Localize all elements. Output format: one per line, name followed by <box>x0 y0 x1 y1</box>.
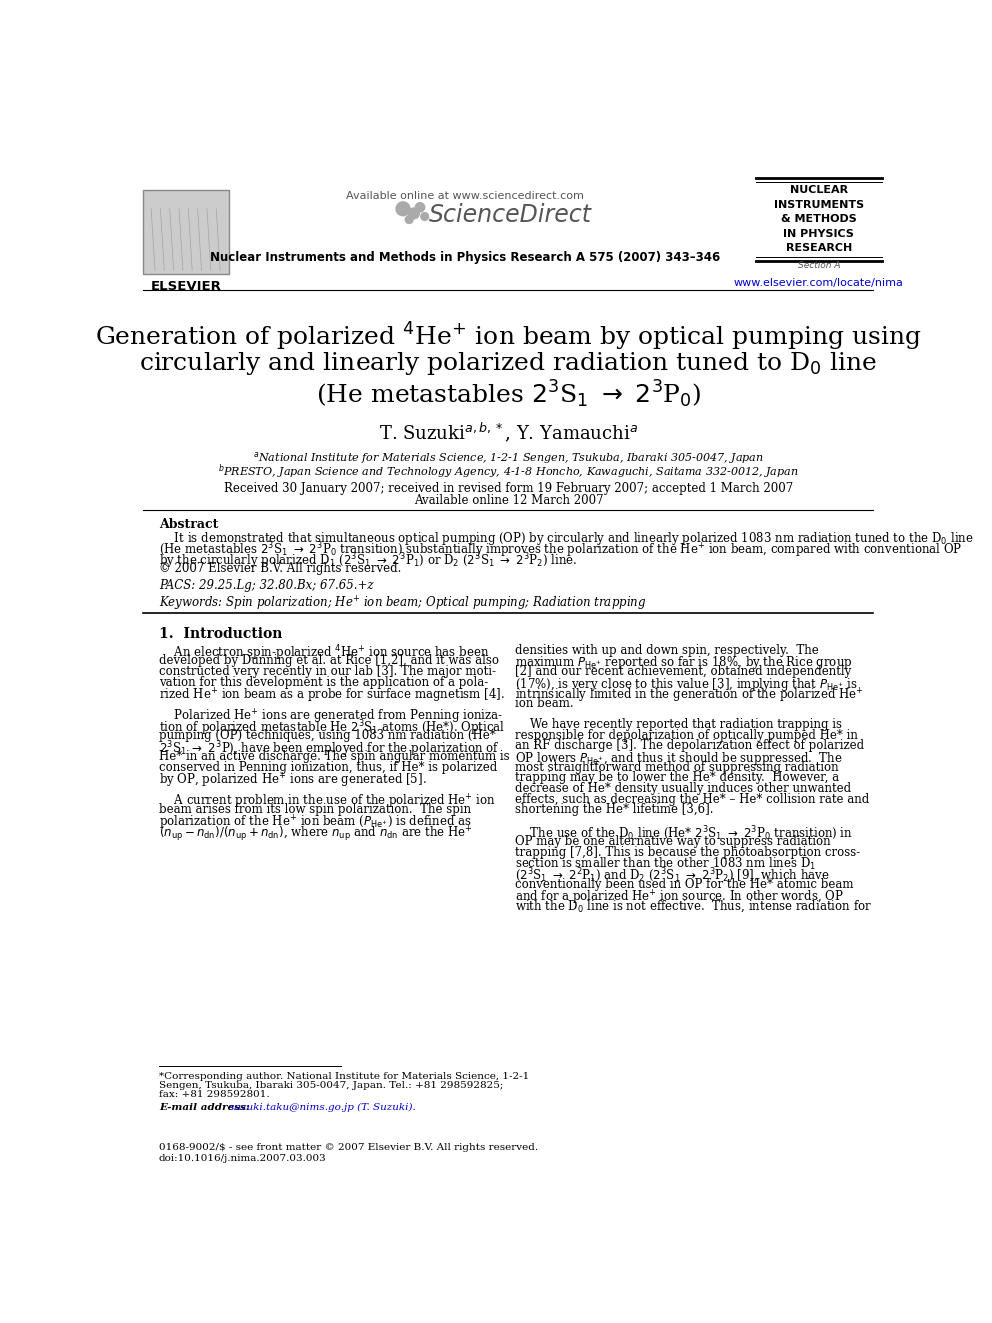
Text: vation for this development is the application of a pola-: vation for this development is the appli… <box>159 676 488 689</box>
Circle shape <box>421 213 429 221</box>
Text: suzuki.taku@nims.go.jp (T. Suzuki).: suzuki.taku@nims.go.jp (T. Suzuki). <box>228 1103 416 1111</box>
Text: Available online at www.sciencedirect.com: Available online at www.sciencedirect.co… <box>346 191 584 201</box>
Text: by the circularly polarized D$_{1}$ ($2^{3}$S$_{1}$ $\rightarrow$ $2^{3}$P$_{1}$: by the circularly polarized D$_{1}$ ($2^… <box>159 552 577 572</box>
Text: Nuclear Instruments and Methods in Physics Research A 575 (2007) 343–346: Nuclear Instruments and Methods in Physi… <box>210 251 720 265</box>
Text: responsible for depolarization of optically pumped He* in: responsible for depolarization of optica… <box>516 729 858 742</box>
Text: He* in an active discharge. The spin angular momentum is: He* in an active discharge. The spin ang… <box>159 750 510 763</box>
Text: $^{b}$PRESTO, Japan Science and Technology Agency, 4-1-8 Honcho, Kawaguchi, Sait: $^{b}$PRESTO, Japan Science and Technolo… <box>218 462 799 480</box>
Text: (17%), is very close to this value [3], implying that $P_{\mathrm{He}^{+}}$ is: (17%), is very close to this value [3], … <box>516 676 858 693</box>
Text: ($2^{3}$S$_{1}$ $\rightarrow$ $2^{2}$P$_{1}$) and D$_{2}$ ($2^{3}$S$_{1}$ $\righ: ($2^{3}$S$_{1}$ $\rightarrow$ $2^{2}$P$_… <box>516 867 830 885</box>
Text: conventionally been used in OP for the He* atomic beam: conventionally been used in OP for the H… <box>516 877 854 890</box>
Text: The use of the D$_{0}$ line (He* $2^{3}$S$_{1}$ $\rightarrow$ $2^{3}$P$_{0}$ tra: The use of the D$_{0}$ line (He* $2^{3}$… <box>516 824 853 843</box>
Text: (He metastables $2^{3}$S$_{1}$ $\rightarrow$ $2^{3}$P$_{0}$ transition) substant: (He metastables $2^{3}$S$_{1}$ $\rightar… <box>159 541 962 560</box>
Text: $(n_{\mathrm{up}} - n_{\mathrm{dn}})/(n_{\mathrm{up}} + n_{\mathrm{dn}})$, where: $(n_{\mathrm{up}} - n_{\mathrm{dn}})/(n_… <box>159 824 472 844</box>
Text: E-mail address:: E-mail address: <box>159 1103 253 1111</box>
Text: © 2007 Elsevier B.V. All rights reserved.: © 2007 Elsevier B.V. All rights reserved… <box>159 562 401 576</box>
Text: INSTRUMENTS: INSTRUMENTS <box>774 200 864 209</box>
Text: decrease of He* density usually induces other unwanted: decrease of He* density usually induces … <box>516 782 851 795</box>
Text: trapping [7,8]. This is because the photoabsorption cross-: trapping [7,8]. This is because the phot… <box>516 845 861 859</box>
Text: densities with up and down spin, respectively.  The: densities with up and down spin, respect… <box>516 644 819 656</box>
Text: Keywords: Spin polarization; He$^{+}$ ion beam; Optical pumping; Radiation trapp: Keywords: Spin polarization; He$^{+}$ io… <box>159 594 646 613</box>
Text: 0168-9002/$ - see front matter © 2007 Elsevier B.V. All rights reserved.: 0168-9002/$ - see front matter © 2007 El… <box>159 1143 538 1152</box>
Text: T. Suzuki$^{a,b,*}$, Y. Yamauchi$^{a}$: T. Suzuki$^{a,b,*}$, Y. Yamauchi$^{a}$ <box>379 421 638 445</box>
Text: We have recently reported that radiation trapping is: We have recently reported that radiation… <box>516 718 842 732</box>
Text: doi:10.1016/j.nima.2007.03.003: doi:10.1016/j.nima.2007.03.003 <box>159 1154 326 1163</box>
Text: fax: +81 298592801.: fax: +81 298592801. <box>159 1090 270 1099</box>
Text: & METHODS: & METHODS <box>781 214 857 224</box>
Text: www.elsevier.com/locate/nima: www.elsevier.com/locate/nima <box>734 278 904 288</box>
Text: Received 30 January 2007; received in revised form 19 February 2007; accepted 1 : Received 30 January 2007; received in re… <box>224 482 793 495</box>
Text: with the D$_{0}$ line is not effective.  Thus, intense radiation for: with the D$_{0}$ line is not effective. … <box>516 898 872 914</box>
Text: rized He$^{+}$ ion beam as a probe for surface magnetism [4].: rized He$^{+}$ ion beam as a probe for s… <box>159 687 505 705</box>
Text: by OP, polarized He$^{+}$ ions are generated [5].: by OP, polarized He$^{+}$ ions are gener… <box>159 771 427 790</box>
Text: Generation of polarized $^{4}$He$^{+}$ ion beam by optical pumping using: Generation of polarized $^{4}$He$^{+}$ i… <box>95 320 922 353</box>
Text: conserved in Penning ionization, thus, if He* is polarized: conserved in Penning ionization, thus, i… <box>159 761 497 774</box>
Text: RESEARCH: RESEARCH <box>786 243 852 254</box>
Text: Abstract: Abstract <box>159 517 218 531</box>
Text: ELSEVIER: ELSEVIER <box>151 280 221 294</box>
Text: ScienceDirect: ScienceDirect <box>429 204 591 228</box>
Text: developed by Dunning et al. at Rice [1,2], and it was also: developed by Dunning et al. at Rice [1,2… <box>159 655 499 668</box>
Text: ion beam.: ion beam. <box>516 697 574 710</box>
Text: Available online 12 March 2007: Available online 12 March 2007 <box>414 495 603 508</box>
Text: An electron spin-polarized $^{4}$He$^{+}$ ion source has been: An electron spin-polarized $^{4}$He$^{+}… <box>159 644 489 663</box>
Text: PACS: 29.25.Lg; 32.80.Bx; 67.65.+z: PACS: 29.25.Lg; 32.80.Bx; 67.65.+z <box>159 579 374 593</box>
Text: [2] and our recent achievement, obtained independently: [2] and our recent achievement, obtained… <box>516 665 851 679</box>
Text: circularly and linearly polarized radiation tuned to D$_{0}$ line: circularly and linearly polarized radiat… <box>139 349 878 377</box>
Text: trapping may be to lower the He* density.  However, a: trapping may be to lower the He* density… <box>516 771 839 785</box>
Text: effects, such as decreasing the He* – He* collision rate and: effects, such as decreasing the He* – He… <box>516 792 870 806</box>
Text: Polarized He$^{+}$ ions are generated from Penning ioniza-: Polarized He$^{+}$ ions are generated fr… <box>159 708 503 726</box>
Text: IN PHYSICS: IN PHYSICS <box>784 229 854 239</box>
Text: 1.  Introduction: 1. Introduction <box>159 627 283 640</box>
Text: intrinsically limited in the generation of the polarized He$^{+}$: intrinsically limited in the generation … <box>516 687 864 705</box>
Text: $^{a}$National Institute for Materials Science, 1-2-1 Sengen, Tsukuba, Ibaraki 3: $^{a}$National Institute for Materials S… <box>253 450 764 466</box>
Circle shape <box>416 202 425 212</box>
Text: constructed very recently in our lab [3]. The major moti-: constructed very recently in our lab [3]… <box>159 665 496 679</box>
Text: maximum $P_{\mathrm{He}^{+}}$ reported so far is 18%, by the Rice group: maximum $P_{\mathrm{He}^{+}}$ reported s… <box>516 655 853 672</box>
Text: most straightforward method of suppressing radiation: most straightforward method of suppressi… <box>516 761 839 774</box>
Text: beam arises from its low spin polarization.  The spin: beam arises from its low spin polarizati… <box>159 803 471 816</box>
Text: $2^{3}$S$_{1}$ $\rightarrow$ $2^{3}$P), have been employed for the polarization : $2^{3}$S$_{1}$ $\rightarrow$ $2^{3}$P), … <box>159 740 499 759</box>
Circle shape <box>396 202 410 216</box>
Text: and for a polarized He$^{+}$ ion source. In other words, OP: and for a polarized He$^{+}$ ion source.… <box>516 888 844 906</box>
Circle shape <box>406 216 413 224</box>
Text: It is demonstrated that simultaneous optical pumping (OP) by circularly and line: It is demonstrated that simultaneous opt… <box>159 531 973 546</box>
Text: OP may be one alternative way to suppress radiation: OP may be one alternative way to suppres… <box>516 835 831 848</box>
Text: pumping (OP) techniques, using 1083 nm radiation (He*: pumping (OP) techniques, using 1083 nm r… <box>159 729 496 742</box>
Text: an RF discharge [3]. The depolarization effect of polarized: an RF discharge [3]. The depolarization … <box>516 740 864 753</box>
Bar <box>144 189 228 274</box>
Text: shortening the He* lifetime [3,6].: shortening the He* lifetime [3,6]. <box>516 803 714 816</box>
Text: (He metastables $2^{3}$S$_{1}$ $\rightarrow$ $2^{3}$P$_{0}$): (He metastables $2^{3}$S$_{1}$ $\rightar… <box>315 378 701 410</box>
Circle shape <box>409 208 420 218</box>
Text: OP lowers $P_{\mathrm{He}^{+}}$, and thus it should be suppressed.  The: OP lowers $P_{\mathrm{He}^{+}}$, and thu… <box>516 750 843 767</box>
Text: polarization of the He$^{+}$ ion beam ($P_{\mathrm{He}^{+}}$) is defined as: polarization of the He$^{+}$ ion beam ($… <box>159 814 471 832</box>
Text: section is smaller than the other 1083 nm lines D$_{1}$: section is smaller than the other 1083 n… <box>516 856 816 872</box>
Text: Section A: Section A <box>798 261 840 270</box>
Text: Sengen, Tsukuba, Ibaraki 305-0047, Japan. Tel.: +81 298592825;: Sengen, Tsukuba, Ibaraki 305-0047, Japan… <box>159 1081 503 1090</box>
Text: NUCLEAR: NUCLEAR <box>790 185 848 194</box>
Text: tion of polarized metastable He $2^{3}$S$_{1}$ atoms (He*). Optical: tion of polarized metastable He $2^{3}$S… <box>159 718 505 738</box>
Text: A current problem in the use of the polarized He$^{+}$ ion: A current problem in the use of the pola… <box>159 792 496 811</box>
Text: *Corresponding author. National Institute for Materials Science, 1-2-1: *Corresponding author. National Institut… <box>159 1072 529 1081</box>
